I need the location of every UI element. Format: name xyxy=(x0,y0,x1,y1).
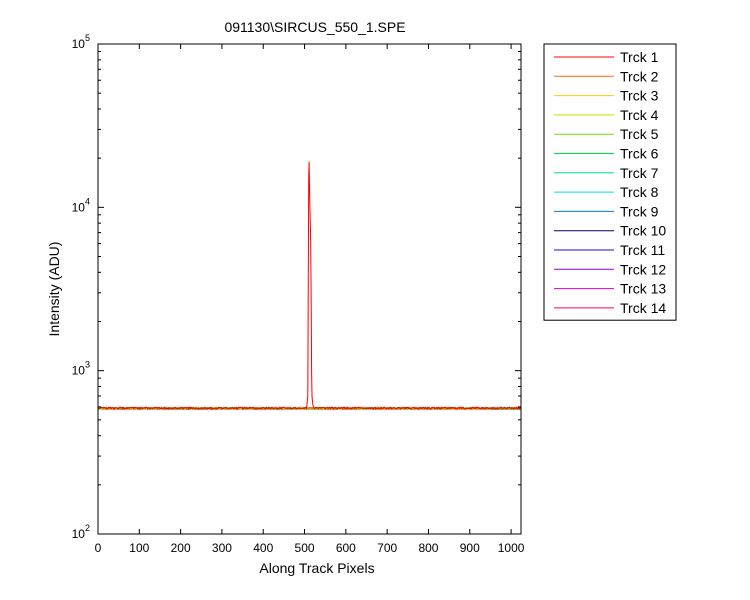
legend-label-9: Trck 9 xyxy=(620,203,659,219)
x-axis: 0 100 200 300 400 500 600 700 800 900 1000 xyxy=(95,44,525,555)
plot-area-frame xyxy=(97,43,522,535)
x-tick-label-100: 100 xyxy=(129,541,149,555)
legend-label-8: Trck 8 xyxy=(620,184,659,200)
x-tick-label-800: 800 xyxy=(418,541,438,555)
x-tick-label-900: 900 xyxy=(460,541,480,555)
legend-label-13: Trck 13 xyxy=(620,281,666,297)
y-tick-label-100000: 105 xyxy=(72,33,90,51)
legend-label-11: Trck 11 xyxy=(620,242,665,258)
x-tick-label-700: 700 xyxy=(377,541,397,555)
legend-label-5: Trck 5 xyxy=(620,126,659,142)
y-axis-label: Intensity (ADU) xyxy=(46,242,62,337)
y-tick-label-10000: 104 xyxy=(72,196,90,214)
legend-label-6: Trck 6 xyxy=(620,146,659,162)
x-tick-label-200: 200 xyxy=(171,541,191,555)
x-tick-label-600: 600 xyxy=(336,541,356,555)
legend: Trck 1 Trck 2 Trck 3 Trck 4 Trck 5 Trck 6 Trck… xyxy=(543,43,677,321)
legend-label-4: Trck 4 xyxy=(620,107,659,123)
legend-label-12: Trck 12 xyxy=(620,261,666,277)
chart-title: 091130\SIRCUS_550_1.SPE xyxy=(224,19,405,35)
x-tick-label-400: 400 xyxy=(253,541,273,555)
y-axis: 102 103 104 105 xyxy=(72,33,521,541)
x-tick-label-300: 300 xyxy=(212,541,232,555)
series-line-1 xyxy=(98,161,521,411)
x-tick-label-1000: 1000 xyxy=(498,541,525,555)
y-tick-label-1000: 103 xyxy=(72,360,90,378)
x-axis-label: Along Track Pixels xyxy=(259,560,374,576)
legend-box xyxy=(543,43,677,321)
series-layer xyxy=(98,161,521,411)
x-tick-label-500: 500 xyxy=(295,541,315,555)
legend-label-1: Trck 1 xyxy=(620,49,659,65)
legend-label-14: Trck 14 xyxy=(620,300,666,316)
legend-label-10: Trck 10 xyxy=(620,223,666,239)
legend-label-3: Trck 3 xyxy=(620,88,659,104)
legend-label-2: Trck 2 xyxy=(620,68,659,84)
y-tick-label-100: 102 xyxy=(72,523,90,541)
legend-label-7: Trck 7 xyxy=(620,165,659,181)
x-tick-label-0: 0 xyxy=(95,541,102,555)
